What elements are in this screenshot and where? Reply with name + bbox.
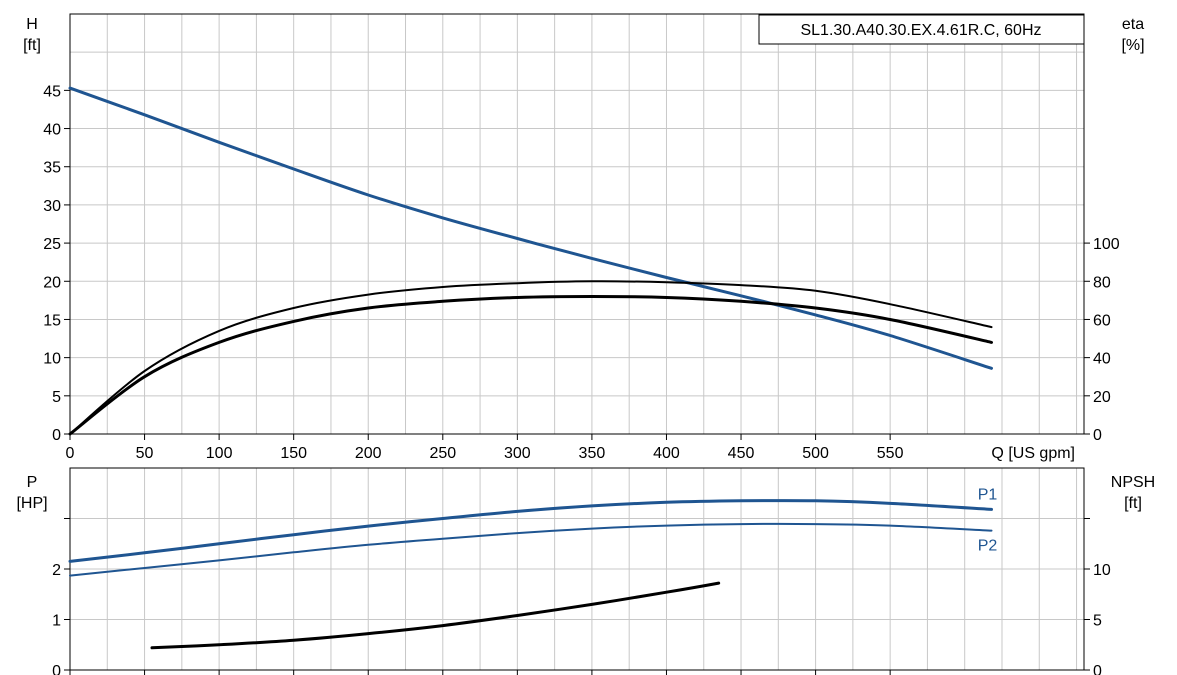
y-right-label: eta: [1122, 16, 1144, 33]
upper-plot-frame: [69, 13, 1085, 435]
x-tick-label: 500: [802, 445, 829, 462]
npsh-curve: [150, 581, 721, 650]
x-tick-label: 50: [136, 445, 154, 462]
x-axis-label: Q [US gpm]: [991, 445, 1075, 462]
efficiency-curve-2: [69, 280, 993, 435]
npsh-axis-label: NPSH: [1111, 474, 1155, 491]
x-tick-label: 250: [429, 445, 456, 462]
y-left-tick-label: 10: [43, 351, 61, 368]
series-label-p2: P2: [978, 538, 998, 555]
y-left-tick-label: 5: [52, 389, 61, 406]
y-left-tick-label: 30: [43, 198, 61, 215]
y-left-tick-label: 20: [43, 274, 61, 291]
y-right-tick-label: 60: [1093, 312, 1111, 329]
power-npsh-chart: 0 1 2 0 5 10 P1 P2 P [HP] NPSH [ft]: [16, 467, 1155, 675]
lower-series: P1 P2: [68, 486, 998, 650]
y-left-tick-label: 45: [43, 83, 61, 100]
y-right-tick-label: 10: [1093, 562, 1111, 579]
y-right-tick-label: 5: [1093, 613, 1102, 630]
upper-grid: [70, 14, 1084, 434]
x-tick-label: 300: [504, 445, 531, 462]
y-left-tick-label: 0: [52, 427, 61, 444]
y-right-tick-label: 0: [1093, 427, 1102, 444]
lower-axes: 0 1 2 0 5 10: [52, 518, 1111, 675]
lower-grid: [70, 468, 1084, 670]
series-label-p1: P1: [978, 486, 998, 503]
y-left-tick-label: 1: [52, 613, 61, 630]
power-axis-unit: [HP]: [16, 495, 47, 512]
x-tick-label: 150: [280, 445, 307, 462]
x-tick-label: 450: [728, 445, 755, 462]
npsh-axis-unit: [ft]: [1124, 495, 1142, 512]
y-left-tick-label: 0: [52, 663, 61, 675]
power-p2-curve: [69, 522, 993, 577]
y-left-tick-label: 2: [52, 562, 61, 579]
upper-series: [68, 86, 993, 436]
y-right-tick-label: 20: [1093, 389, 1111, 406]
power-axis-label: P: [27, 474, 38, 491]
y-left-unit: [ft]: [23, 37, 41, 54]
y-left-tick-label: 25: [43, 236, 61, 253]
chart-title-box: [758, 14, 1085, 45]
y-left-label: H: [26, 16, 38, 33]
y-right-tick-label: 0: [1093, 663, 1102, 675]
x-tick-label: 100: [206, 445, 233, 462]
y-right-tick-label: 100: [1093, 236, 1120, 253]
power-p1-curve: [68, 499, 993, 563]
x-tick-label: 0: [66, 445, 75, 462]
y-right-unit: [%]: [1121, 37, 1144, 54]
head-efficiency-chart: 0 50 100 150 200 250 300 350 400 450 500 5500510152…: [23, 13, 1145, 462]
x-tick-label: 350: [579, 445, 606, 462]
efficiency-curve-1: [68, 295, 993, 436]
y-right-tick-label: 80: [1093, 274, 1111, 291]
head-curve: [68, 86, 993, 370]
y-left-tick-label: 40: [43, 122, 61, 139]
x-tick-label: 200: [355, 445, 382, 462]
y-left-tick-label: 35: [43, 160, 61, 177]
x-tick-label: 400: [653, 445, 680, 462]
y-left-tick-label: 15: [43, 312, 61, 329]
y-right-tick-label: 40: [1093, 351, 1111, 368]
x-tick-label: 550: [877, 445, 904, 462]
chart-title: SL1.30.A40.30.EX.4.61R.C, 60Hz: [800, 22, 1041, 39]
upper-axes: 0 50 100 150 200 250 300 350 400 450 500 5500510152…: [43, 83, 1120, 462]
